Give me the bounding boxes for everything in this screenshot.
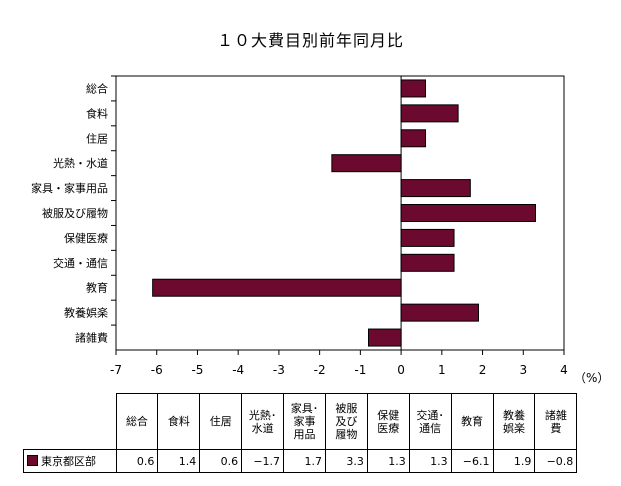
table-value-cell: 0.6 xyxy=(199,449,243,473)
table-header-cell: 住居 xyxy=(199,393,243,450)
plot-area xyxy=(115,75,565,351)
table-header-cell: 保健 医療 xyxy=(366,393,410,450)
category-label: 教育 xyxy=(86,281,108,295)
bar xyxy=(400,129,427,148)
x-tick-label: -2 xyxy=(314,363,326,377)
table-header-text: 履物 xyxy=(335,428,358,441)
table-header-cell: 教養 娯楽 xyxy=(492,393,536,450)
table-row: 東京都区部 0.6 1.4 0.6 −1.7 1.7 3.3 1.3 1.3 −6.1 1.9 −0… xyxy=(23,449,578,473)
table-header-text: 家事 xyxy=(293,415,316,428)
table-value-cell: 1.7 xyxy=(283,449,326,473)
category-label: 住居 xyxy=(86,131,108,145)
bar-chart: -7 -6 -5 -4 -3 -2 -1 0 1 2 3 4 総合食料住居光熱・水道家具・家事用品被服及… xyxy=(31,75,568,377)
table-value-cell: −1.7 xyxy=(241,449,285,473)
x-tick-label: 3 xyxy=(519,363,527,377)
table-header-cell: 総合 xyxy=(115,393,159,450)
table-corner xyxy=(23,393,117,450)
table-value-cell: −6.1 xyxy=(450,449,494,473)
bar xyxy=(400,79,427,98)
table-value-cell: 1.3 xyxy=(408,449,452,473)
bar xyxy=(152,278,402,297)
unit-label: （%） xyxy=(574,371,610,385)
bar xyxy=(400,104,459,123)
table-value-cell: −0.8 xyxy=(534,449,578,473)
table-header-text: 被服 xyxy=(335,402,358,415)
table-header-text: 住居 xyxy=(209,415,232,428)
category-label: 教養娯楽 xyxy=(64,306,108,320)
x-tick-label: -1 xyxy=(354,363,366,377)
category-label: 被服及び履物 xyxy=(42,206,108,220)
data-table: 総合 食料 住居 光熱･ 水道 家具･ 家事 用品 被服 及び 履物 保健 医療 交通･ 通信 教育 教養 娯楽諸… xyxy=(23,393,578,473)
x-tick-label: 1 xyxy=(438,363,446,377)
x-tick-label: -4 xyxy=(232,363,244,377)
bar xyxy=(400,253,455,272)
category-label: 保健医療 xyxy=(64,231,108,245)
table-header-text: 食料 xyxy=(167,415,190,428)
bar xyxy=(331,154,402,173)
table-value-cell: 1.3 xyxy=(366,449,410,473)
table-header-cell: 教育 xyxy=(450,393,494,450)
series-name: 東京都区部 xyxy=(41,455,96,468)
table-header-text: 教育 xyxy=(461,415,484,428)
x-tick-label: -7 xyxy=(110,363,122,377)
category-label: 総合 xyxy=(86,81,108,95)
table-header-text: 及び xyxy=(335,415,358,428)
table-header-text: 光熱･ xyxy=(248,408,277,422)
series-swatch xyxy=(27,455,38,466)
table-header-text: 医療 xyxy=(377,421,400,435)
table-header-text: 通信 xyxy=(419,421,442,435)
table-header-text: 家具･ xyxy=(290,402,319,415)
bar xyxy=(400,303,479,322)
table-header-text: 交通･ xyxy=(416,408,444,422)
x-tick-label: 4 xyxy=(560,363,568,377)
x-tick-label: 2 xyxy=(479,363,487,377)
table-header-row: 総合 食料 住居 光熱･ 水道 家具･ 家事 用品 被服 及び 履物 保健 医療 交通･ 通信 教育 教養 娯楽諸… xyxy=(23,393,578,450)
table-header-text: 保健 xyxy=(377,408,400,422)
table-header-cell: 被服 及び 履物 xyxy=(324,393,368,450)
bar xyxy=(400,204,536,222)
series-cell: 東京都区部 xyxy=(23,449,117,473)
table-value-cell: 0.6 xyxy=(115,449,159,473)
table-header-text: 総合 xyxy=(125,415,148,428)
table-header-cell: 光熱･ 水道 xyxy=(241,393,285,450)
table-header-text: 諸雑 xyxy=(544,408,567,422)
table-header-text: 用品 xyxy=(293,428,316,441)
bar xyxy=(368,328,402,347)
category-label: 食料 xyxy=(86,106,108,120)
chart-title: １０大費目別前年同月比 xyxy=(216,31,404,50)
category-label: 家具・家事用品 xyxy=(31,181,108,195)
x-tick-label: 0 xyxy=(397,363,405,377)
table-header-text: 水道 xyxy=(251,421,274,435)
category-label: 交通・通信 xyxy=(53,256,108,270)
table-value-cell: 1.4 xyxy=(157,449,201,473)
x-tick-label: -6 xyxy=(151,363,163,377)
table-header-cell: 食料 xyxy=(157,393,201,450)
table-header-cell: 諸雑費 xyxy=(534,393,578,450)
table-header-text: 費 xyxy=(550,421,562,435)
table-header-cell: 交通･ 通信 xyxy=(408,393,452,450)
bar xyxy=(400,179,471,198)
category-label: 諸雑費 xyxy=(75,331,108,345)
x-tick-label: -3 xyxy=(273,363,285,377)
category-label: 光熱・水道 xyxy=(53,156,108,170)
table-header-text: 娯楽 xyxy=(502,421,525,435)
x-tick-label: -5 xyxy=(191,363,203,377)
table-value-cell: 3.3 xyxy=(324,449,368,473)
bar xyxy=(400,228,455,247)
table-value-cell: 1.9 xyxy=(492,449,536,473)
table-header-text: 教養 xyxy=(502,408,525,422)
table-header-cell: 家具･ 家事 用品 xyxy=(283,393,326,450)
